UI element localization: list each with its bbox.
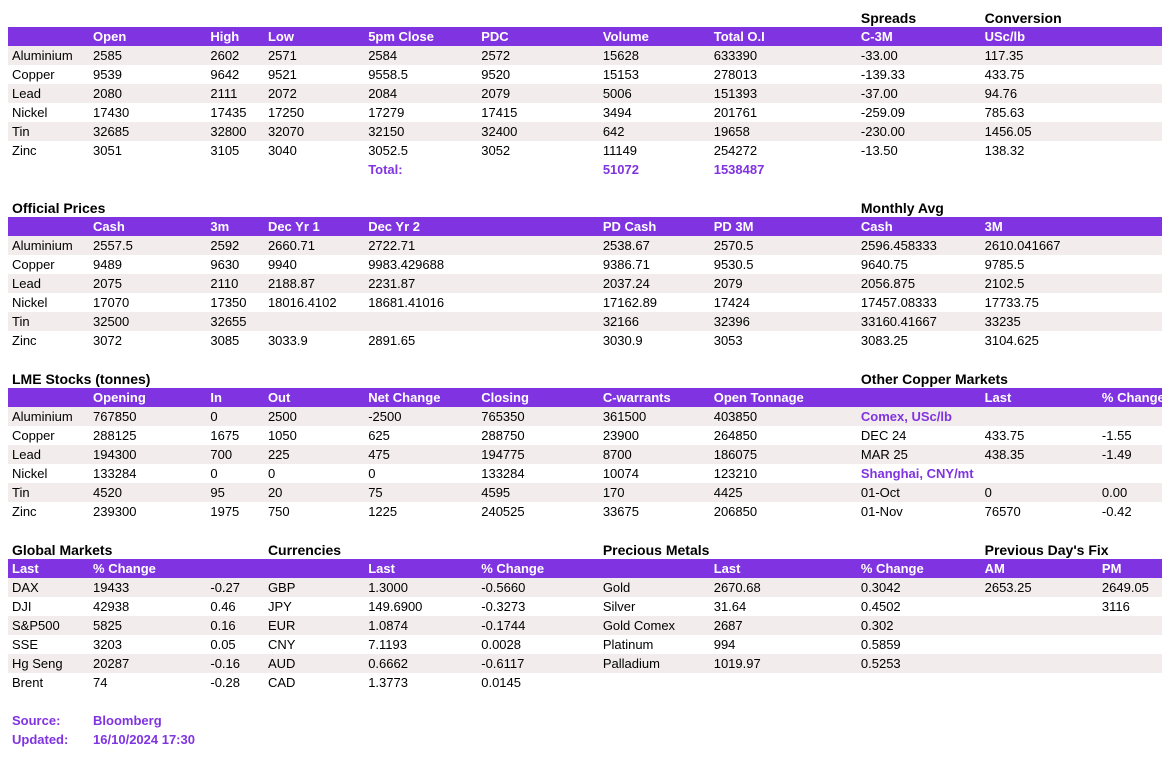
precious-metals-title: Precious Metals [599, 540, 981, 559]
official-row-Lead: Lead207521102188.872231.872037.242079205… [8, 274, 1162, 293]
other-copper-title: Other Copper Markets [857, 369, 1162, 388]
stocks-row-Lead: Lead1943007002254751947758700186075MAR 2… [8, 445, 1162, 464]
main-row-Tin: Tin326853280032070321503240064219658-230… [8, 122, 1162, 141]
other-copper-label-0: Comex, USc/lb [857, 407, 981, 426]
official-row-Copper: Copper9489963099409983.4296889386.719530… [8, 255, 1162, 274]
lme-stocks-title: LME Stocks (tonnes) [8, 369, 857, 388]
stocks-row-Zinc: Zinc239300197575012252405253367520685001… [8, 502, 1162, 521]
other-copper-label-1: DEC 24 [857, 426, 981, 445]
currencies-title: Currencies [264, 540, 599, 559]
stocks-row-Tin: Tin45209520754595170442501-Oct00.00 [8, 483, 1162, 502]
main-row-Aluminium: Aluminium2585260225712584257215628633390… [8, 46, 1162, 65]
main-header-row: OpenHighLow5pm ClosePDCVolumeTotal O.IC-… [8, 27, 1162, 46]
updated-value: 16/10/2024 17:30 [89, 730, 1162, 749]
main-col-2: High [206, 27, 264, 46]
main-col-8: C-3M [857, 27, 981, 46]
main-row-Zinc: Zinc3051310530403052.5305211149254272-13… [8, 141, 1162, 160]
main-col-1: Open [89, 27, 206, 46]
official-prices-title: Official Prices [8, 198, 857, 217]
bottom-title-row: Global MarketsCurrenciesPrecious MetalsP… [8, 540, 1162, 559]
other-copper-label-4: 01-Oct [857, 483, 981, 502]
bottom-row-3: SSE32030.05CNY7.11930.0028Platinum9940.5… [8, 635, 1162, 654]
official-row-Tin: Tin3250032655321663239633160.4166733235 [8, 312, 1162, 331]
main-col-5: PDC [477, 27, 599, 46]
source-value: Bloomberg [89, 711, 1162, 730]
bottom-row-4: Hg Seng20287-0.16AUD0.6662-0.6117Palladi… [8, 654, 1162, 673]
stocks-title-row: LME Stocks (tonnes)Other Copper Markets [8, 369, 1162, 388]
main-row-Lead: Lead208021112072208420795006151393-37.00… [8, 84, 1162, 103]
footer-updated-row: Updated:16/10/2024 17:30 [8, 730, 1162, 749]
monthly-avg-title: Monthly Avg [857, 198, 1162, 217]
main-col-4: 5pm Close [364, 27, 477, 46]
stocks-header-row: OpeningInOutNet ChangeClosingC-warrantsO… [8, 388, 1162, 407]
main-superheader: SpreadsConversion [8, 8, 1162, 27]
official-row-Zinc: Zinc307230853033.92891.653030.930533083.… [8, 331, 1162, 350]
main-row-Copper: Copper9539964295219558.5952015153278013-… [8, 65, 1162, 84]
bottom-row-5: Brent74-0.28CAD1.37730.0145 [8, 673, 1162, 692]
bottom-header-row: Last% ChangeLast% ChangeLast% ChangeAMPM [8, 559, 1162, 578]
conversion-title: Conversion [981, 8, 1098, 27]
main-col-7: Total O.I [710, 27, 857, 46]
main-col-3: Low [264, 27, 364, 46]
main-col-9: USc/lb [981, 27, 1098, 46]
main-col-0 [8, 27, 89, 46]
official-header-row: Cash3mDec Yr 1Dec Yr 2PD CashPD 3MCash3M [8, 217, 1162, 236]
main-row-Nickel: Nickel1743017435172501727917415349420176… [8, 103, 1162, 122]
total-oi: 1538487 [710, 160, 857, 179]
main-total-row: Total: 510721538487 [8, 160, 1162, 179]
bottom-row-0: DAX19433-0.27GBP1.3000-0.5660Gold2670.68… [8, 578, 1162, 597]
global-markets-title: Global Markets [8, 540, 264, 559]
other-copper-label-3: Shanghai, CNY/mt [857, 464, 981, 483]
stocks-row-Copper: Copper2881251675105062528875023900264850… [8, 426, 1162, 445]
official-row-Nickel: Nickel170701735018016.410218681.41016171… [8, 293, 1162, 312]
source-label: Source: [8, 711, 89, 730]
bottom-row-2: S&P50058250.16EUR1.0874-0.1744Gold Comex… [8, 616, 1162, 635]
other-copper-label-2: MAR 25 [857, 445, 981, 464]
prev-fix-title: Previous Day's Fix [981, 540, 1162, 559]
main-col-6: Volume [599, 27, 710, 46]
spreads-title: Spreads [857, 8, 981, 27]
total-volume: 51072 [599, 160, 710, 179]
official-title-row: Official PricesMonthly Avg [8, 198, 1162, 217]
bottom-row-1: DJI429380.46JPY149.6900-0.3273Silver31.6… [8, 597, 1162, 616]
footer-source-row: Source:Bloomberg [8, 711, 1162, 730]
stocks-row-Aluminium: Aluminium76785002500-2500765350361500403… [8, 407, 1162, 426]
updated-label: Updated: [8, 730, 89, 749]
official-row-Aluminium: Aluminium2557.525922660.712722.712538.67… [8, 236, 1162, 255]
other-copper-label-5: 01-Nov [857, 502, 981, 521]
stocks-row-Nickel: Nickel13328400013328410074123210Shanghai… [8, 464, 1162, 483]
data-sheet: SpreadsConversionOpenHighLow5pm ClosePDC… [8, 8, 1162, 749]
total-label: Total: [364, 160, 477, 179]
